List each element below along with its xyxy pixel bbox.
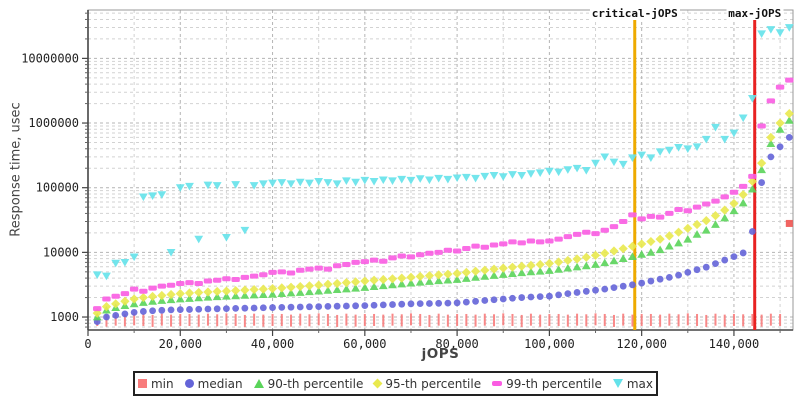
y-tick-label: 100000 [36, 181, 79, 195]
legend-item-min: min [137, 376, 174, 391]
x-tick-label: 60,000 [343, 337, 386, 351]
chart-legend: min median 90-th percentile 95-th percentil… [133, 371, 658, 396]
series-99-th-percentile-points [93, 77, 794, 312]
square-marker-icon [137, 379, 147, 388]
series-median-points [93, 133, 793, 325]
series-95-th-percentile-points [92, 108, 794, 318]
x-tick-label: 120,000 [616, 337, 667, 351]
x-tick-label: 140,000 [709, 337, 760, 351]
y-tick-label: 10000000 [21, 51, 79, 65]
legend-item-label: 95-th percentile [385, 376, 482, 391]
triangle-up-marker-icon [253, 379, 264, 388]
triangle-down-marker-icon [612, 379, 623, 388]
circle-marker-icon [184, 379, 194, 388]
series-min-points [96, 219, 793, 327]
x-tick-label: 20,000 [159, 337, 202, 351]
hbar-marker-icon [492, 381, 503, 386]
x-axis-title: jOPS [421, 346, 460, 362]
legend-item-95-th-percentile: 95-th percentile [372, 376, 482, 391]
legend-item-label: max [626, 376, 654, 391]
x-tick-label: 80,000 [435, 337, 478, 351]
y-axis-title: Response time, usec [8, 102, 24, 237]
legend-item-median: median [184, 376, 243, 391]
legend-item-max: max [612, 376, 654, 391]
legend-item-label: 99-th percentile [506, 376, 602, 391]
legend-item-label: min [150, 376, 174, 391]
legend-item-label: median [197, 376, 243, 391]
axis-ticks: 0 20,000 40,000 60,000 80,000 100,000 120,000 1… [21, 12, 781, 351]
y-tick-label: 10000 [43, 245, 79, 259]
y-tick-label: 1000000 [28, 116, 79, 130]
legend-item-label: 90-th percentile [267, 376, 364, 391]
series-max-points [92, 24, 794, 281]
legend-item-90-th-percentile: 90-th percentile [253, 376, 364, 391]
x-tick-label: 40,000 [251, 337, 294, 351]
x-tick-label: 0 [84, 337, 91, 351]
diamond-marker-icon [372, 378, 383, 389]
x-tick-label: 100,000 [524, 337, 575, 351]
legend-item-99-th-percentile: 99-th percentile [492, 377, 602, 391]
chart-canvas: 0 20,000 40,000 60,000 80,000 100,000 120,000 1… [21, 9, 794, 351]
y-tick-label: 1000 [50, 310, 79, 324]
